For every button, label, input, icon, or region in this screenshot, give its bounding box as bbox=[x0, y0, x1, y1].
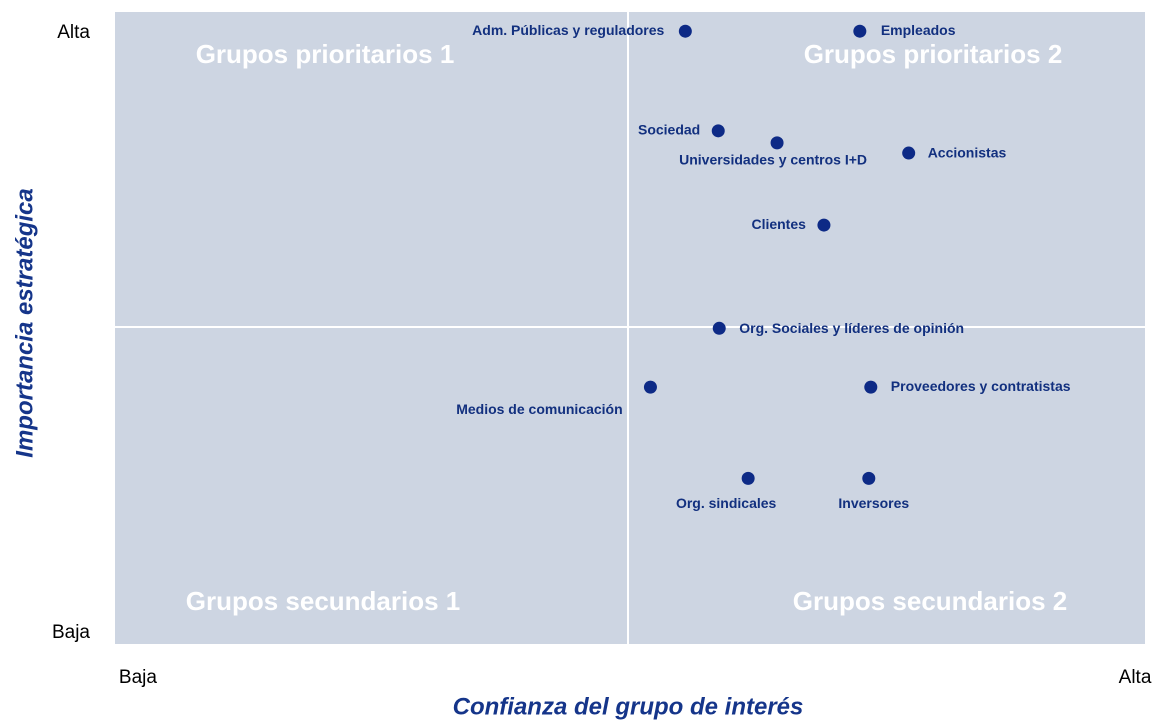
quadrant-label: Grupos prioritarios 1 bbox=[196, 39, 455, 69]
point-label: Universidades y centros I+D bbox=[679, 152, 867, 168]
point bbox=[678, 24, 692, 38]
point-label: Proveedores y contratistas bbox=[891, 378, 1071, 394]
quadrant-label: Grupos secundarios 1 bbox=[186, 586, 461, 616]
point-label: Sociedad bbox=[638, 122, 700, 138]
point bbox=[712, 321, 726, 335]
point-label: Accionistas bbox=[928, 145, 1007, 161]
x-tick-label: Alta bbox=[1119, 667, 1152, 688]
point-label: Org. sindicales bbox=[676, 495, 777, 511]
point bbox=[741, 471, 755, 485]
point bbox=[711, 124, 725, 138]
point bbox=[853, 24, 867, 38]
quadrant-label: Grupos prioritarios 2 bbox=[804, 39, 1063, 69]
y-tick-label: Alta bbox=[57, 22, 90, 43]
y-tick-label: Baja bbox=[52, 622, 90, 643]
point bbox=[770, 136, 784, 150]
point bbox=[864, 380, 878, 394]
point-label: Empleados bbox=[881, 22, 956, 38]
point-label: Inversores bbox=[838, 495, 909, 511]
point bbox=[643, 380, 657, 394]
point-label: Medios de comunicación bbox=[456, 401, 622, 417]
y-axis-label: Importancia estratégica bbox=[11, 188, 38, 457]
x-axis-label: Confianza del grupo de interés bbox=[453, 693, 804, 720]
point-label: Adm. Públicas y reguladores bbox=[472, 22, 664, 38]
point bbox=[862, 471, 876, 485]
quadrant-label: Grupos secundarios 2 bbox=[793, 586, 1068, 616]
point bbox=[817, 218, 831, 232]
x-tick-label: Baja bbox=[119, 667, 157, 688]
point bbox=[902, 146, 916, 160]
point-label: Clientes bbox=[751, 216, 806, 232]
point-label: Org. Sociales y líderes de opinión bbox=[739, 320, 964, 336]
